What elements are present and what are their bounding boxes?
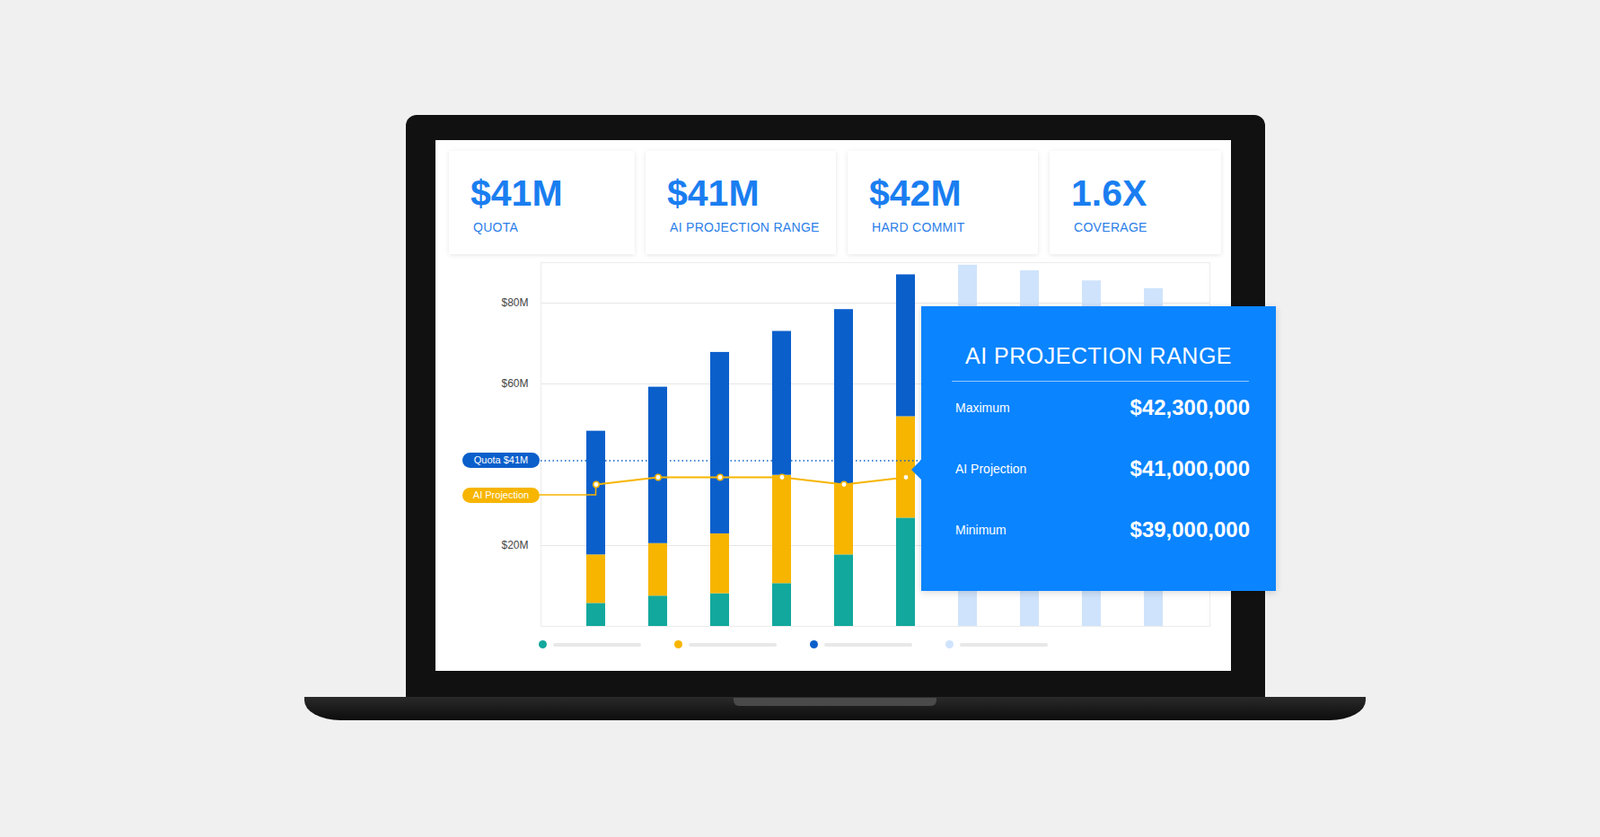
html-text:AI PROJECTION RANGE: AI PROJECTION RANGE — [669, 219, 820, 235]
html-text:COVERAGE: COVERAGE — [1073, 219, 1148, 235]
svg-text:$80M: $80M — [501, 296, 528, 309]
html-text:$39,000,000: $39,000,000 — [1129, 517, 1250, 542]
html-text:$42M: $42M — [869, 172, 962, 214]
html-text:$42,300,000: $42,300,000 — [1129, 395, 1250, 420]
html-text:QUOTA: QUOTA — [473, 219, 519, 235]
html-text:$41,000,000: $41,000,000 — [1129, 456, 1250, 481]
html-text:Maximum: Maximum — [955, 400, 1010, 415]
svg-text:$20M: $20M — [501, 538, 528, 552]
html-text:1.6X: 1.6X — [1071, 172, 1147, 214]
html-text:$41M: $41M — [470, 172, 563, 214]
html-text:HARD COMMIT: HARD COMMIT — [871, 219, 965, 235]
html-text:Quota $41M: Quota $41M — [473, 454, 529, 466]
html-text:$41M: $41M — [667, 172, 760, 214]
html-text:AI Projection: AI Projection — [472, 488, 530, 500]
html-text:AI PROJECTION RANGE: AI PROJECTION RANGE — [965, 342, 1232, 369]
svg-text:$60M: $60M — [501, 377, 528, 390]
html-text:Minimum: Minimum — [955, 522, 1007, 537]
html-text:AI Projection: AI Projection — [955, 461, 1027, 476]
